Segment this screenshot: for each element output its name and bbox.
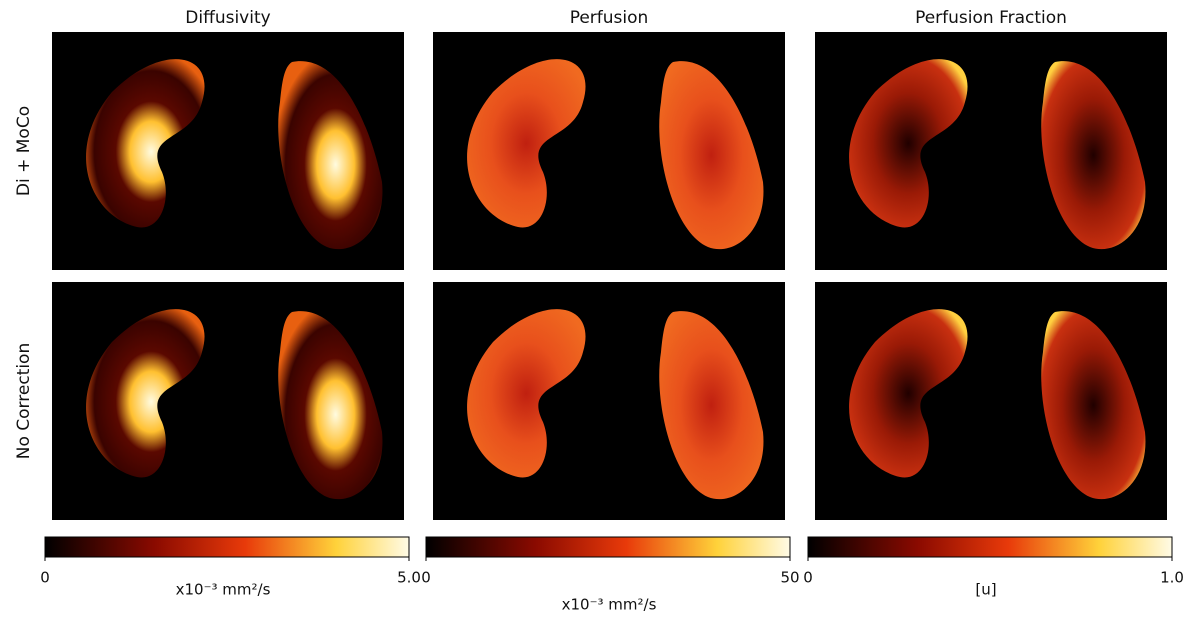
colorbar-tick-label: 5.0 xyxy=(397,569,421,587)
colorbar-tick-label: 0 xyxy=(40,569,50,587)
row-label: Di + MoCo xyxy=(14,106,34,196)
colorbar-tick-label: 1.0 xyxy=(1160,569,1184,587)
colorbar xyxy=(45,537,409,557)
colorbar xyxy=(426,537,790,557)
figure: Diffusivity05.0x10⁻³ mm²/sPerfusion050x1… xyxy=(0,0,1189,619)
colorbar-unit: x10⁻³ mm²/s xyxy=(176,581,271,599)
colorbar-unit: [u] xyxy=(975,581,996,599)
colorbar-tick-label: 0 xyxy=(803,569,813,587)
column-title: Perfusion xyxy=(570,8,649,28)
row-label: No Correction xyxy=(14,343,34,459)
colorbar xyxy=(808,537,1172,557)
column-title: Diffusivity xyxy=(185,8,270,28)
colorbar-tick-label: 0 xyxy=(421,569,431,587)
colorbar-tick-label: 50 xyxy=(780,569,799,587)
colorbar-unit: x10⁻³ mm²/s xyxy=(562,596,657,614)
column-title: Perfusion Fraction xyxy=(915,8,1067,28)
